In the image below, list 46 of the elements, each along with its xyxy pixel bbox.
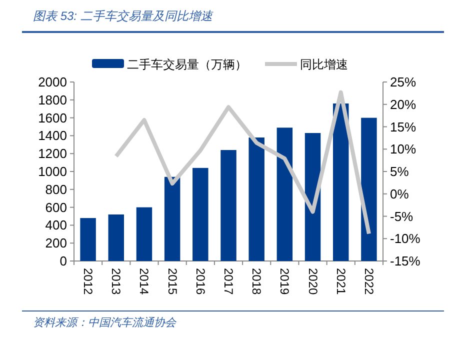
bar bbox=[192, 168, 208, 261]
bar bbox=[136, 207, 152, 261]
bar bbox=[361, 118, 377, 261]
y2-tick-label: 5% bbox=[390, 164, 410, 179]
x-tick-label: 2020 bbox=[306, 268, 320, 296]
y-tick-label: 400 bbox=[45, 218, 67, 233]
bar bbox=[333, 103, 349, 261]
y2-tick-label: 20% bbox=[390, 96, 416, 112]
y-tick-label: 1000 bbox=[38, 164, 67, 179]
legend-label: 二手车交易量（万辆） bbox=[127, 58, 247, 72]
bar bbox=[164, 176, 180, 261]
x-tick-label: 2019 bbox=[278, 268, 292, 296]
bar bbox=[220, 150, 236, 261]
x-tick-label: 2021 bbox=[334, 268, 348, 296]
line-series bbox=[114, 90, 371, 236]
x-tick-label: 2014 bbox=[137, 268, 152, 296]
x-tick-label: 2022 bbox=[362, 268, 376, 296]
y2-tick-label: -15% bbox=[390, 254, 421, 268]
x-tick-label: 2012 bbox=[81, 268, 96, 296]
bar bbox=[248, 137, 264, 261]
y-tick-label: 200 bbox=[45, 236, 67, 251]
x-tick-label: 2015 bbox=[165, 268, 180, 296]
y-tick-label: 1600 bbox=[38, 110, 67, 126]
y-tick-label: 0 bbox=[60, 254, 67, 268]
legend-label: 同比增速 bbox=[300, 58, 348, 72]
y2-tick-label: -10% bbox=[390, 231, 421, 246]
y-tick-label: 2000 bbox=[38, 74, 67, 90]
bar bbox=[80, 218, 96, 261]
y2-tick-label: 10% bbox=[390, 142, 416, 157]
bar bbox=[276, 128, 293, 261]
y-tick-label: 600 bbox=[45, 200, 67, 215]
y-tick-label: 800 bbox=[45, 182, 67, 197]
y-tick-label: 1800 bbox=[38, 92, 67, 108]
bar bbox=[108, 214, 124, 261]
y2-tick-label: 15% bbox=[390, 119, 416, 134]
x-tick-label: 2018 bbox=[250, 268, 264, 296]
y2-tick-label: 25% bbox=[390, 74, 416, 90]
x-tick-label: 2016 bbox=[193, 268, 208, 296]
text: 资料来源：中国汽车流通协会 bbox=[33, 316, 177, 329]
x-tick-label: 2017 bbox=[222, 268, 236, 296]
x-tick-label: 2013 bbox=[109, 268, 124, 296]
chart-title: 图表 53: 二手车交易量及同比增速 bbox=[33, 9, 214, 23]
y2-tick-label: 0% bbox=[390, 186, 410, 202]
y2-tick-label: -5% bbox=[390, 208, 414, 224]
y-tick-label: 1200 bbox=[38, 146, 67, 162]
y-tick-label: 1400 bbox=[38, 128, 67, 144]
